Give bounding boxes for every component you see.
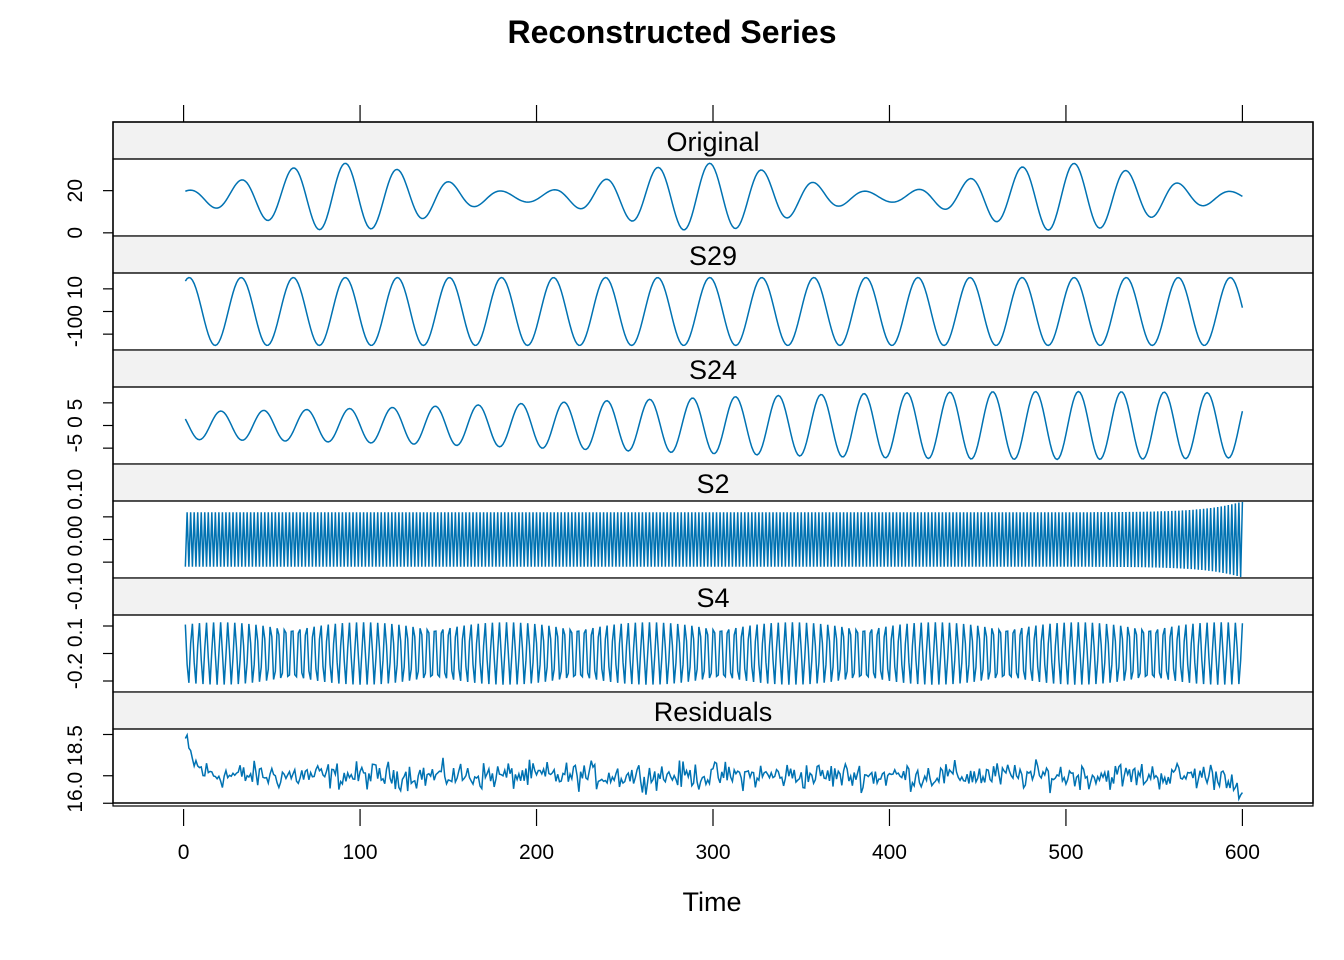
panel-s4: S4 -0.2 0.1 [64, 577, 1314, 693]
x-tick-label-2: 200 [519, 841, 554, 864]
panel-residuals: Residuals 16.0 18.5 [64, 691, 1314, 813]
x-tick-label-5: 500 [1048, 841, 1083, 864]
y-tick-labels-s24: -5 0 5 [64, 399, 87, 453]
series-line-original [185, 162, 1243, 231]
panel-s24: S24 -5 0 5 [64, 349, 1314, 465]
series-line-residuals [184, 732, 1244, 802]
strip-label-s29: S29 [689, 241, 737, 271]
y-tick-label-residuals: 16.0 18.5 [64, 725, 87, 813]
y-tick-label-original-0: 0 [64, 227, 87, 239]
panel-s29: S29 -100 10 [64, 235, 1314, 351]
plot-area-original [112, 158, 1314, 237]
x-tick-label-6: 600 [1225, 841, 1260, 864]
x-tick-label-0: 0 [178, 841, 190, 864]
x-tick-label-1: 100 [343, 841, 378, 864]
strip-s24 [112, 349, 1314, 388]
panel-original: Original 0 20 [64, 121, 1314, 239]
series-line-s29 [184, 276, 1244, 347]
y-tick-labels-s4: -0.2 0.1 [64, 618, 87, 689]
series-line-s24 [184, 390, 1244, 461]
y-tick-label-s2: -0.10 0.00 0.10 [64, 469, 87, 610]
y-tick-labels-residuals: 16.0 18.5 [64, 725, 87, 813]
strip-label-s4: S4 [696, 583, 729, 613]
series-line-s4 [184, 622, 1244, 685]
y-tick-label-s4: -0.2 0.1 [64, 618, 87, 689]
top-axis [182, 105, 1244, 122]
x-tick-label-4: 400 [872, 841, 907, 864]
bottom-axis: 0 100 200 300 400 500 600 [178, 809, 1260, 864]
strip-label-residuals: Residuals [654, 697, 773, 727]
series-line-s2 [184, 501, 1244, 578]
y-tick-labels-s2: -0.10 0.00 0.10 [64, 469, 87, 610]
panels: Original 0 20 S29 -100 10 S24 -5 0 5 S2 -0.10 0.… [64, 121, 1314, 813]
plot-frame [112, 121, 1314, 804]
plot-area-s29 [112, 272, 1314, 351]
y-tick-label-original-1: 20 [64, 179, 87, 202]
y-tick-label-s29: -100 10 [64, 276, 87, 347]
strip-residuals [112, 691, 1314, 730]
x-axis-label: Time [683, 887, 742, 917]
strip-label-s24: S24 [689, 355, 737, 385]
y-tick-labels-original: 0 20 [64, 179, 87, 239]
x-tick-label-3: 300 [695, 841, 730, 864]
strip-label-original: Original [666, 127, 759, 157]
strip-label-s2: S2 [696, 469, 729, 499]
y-tick-label-s24: -5 0 5 [64, 399, 87, 453]
chart-title: Reconstructed Series [507, 14, 836, 50]
y-tick-labels-s29: -100 10 [64, 276, 87, 347]
